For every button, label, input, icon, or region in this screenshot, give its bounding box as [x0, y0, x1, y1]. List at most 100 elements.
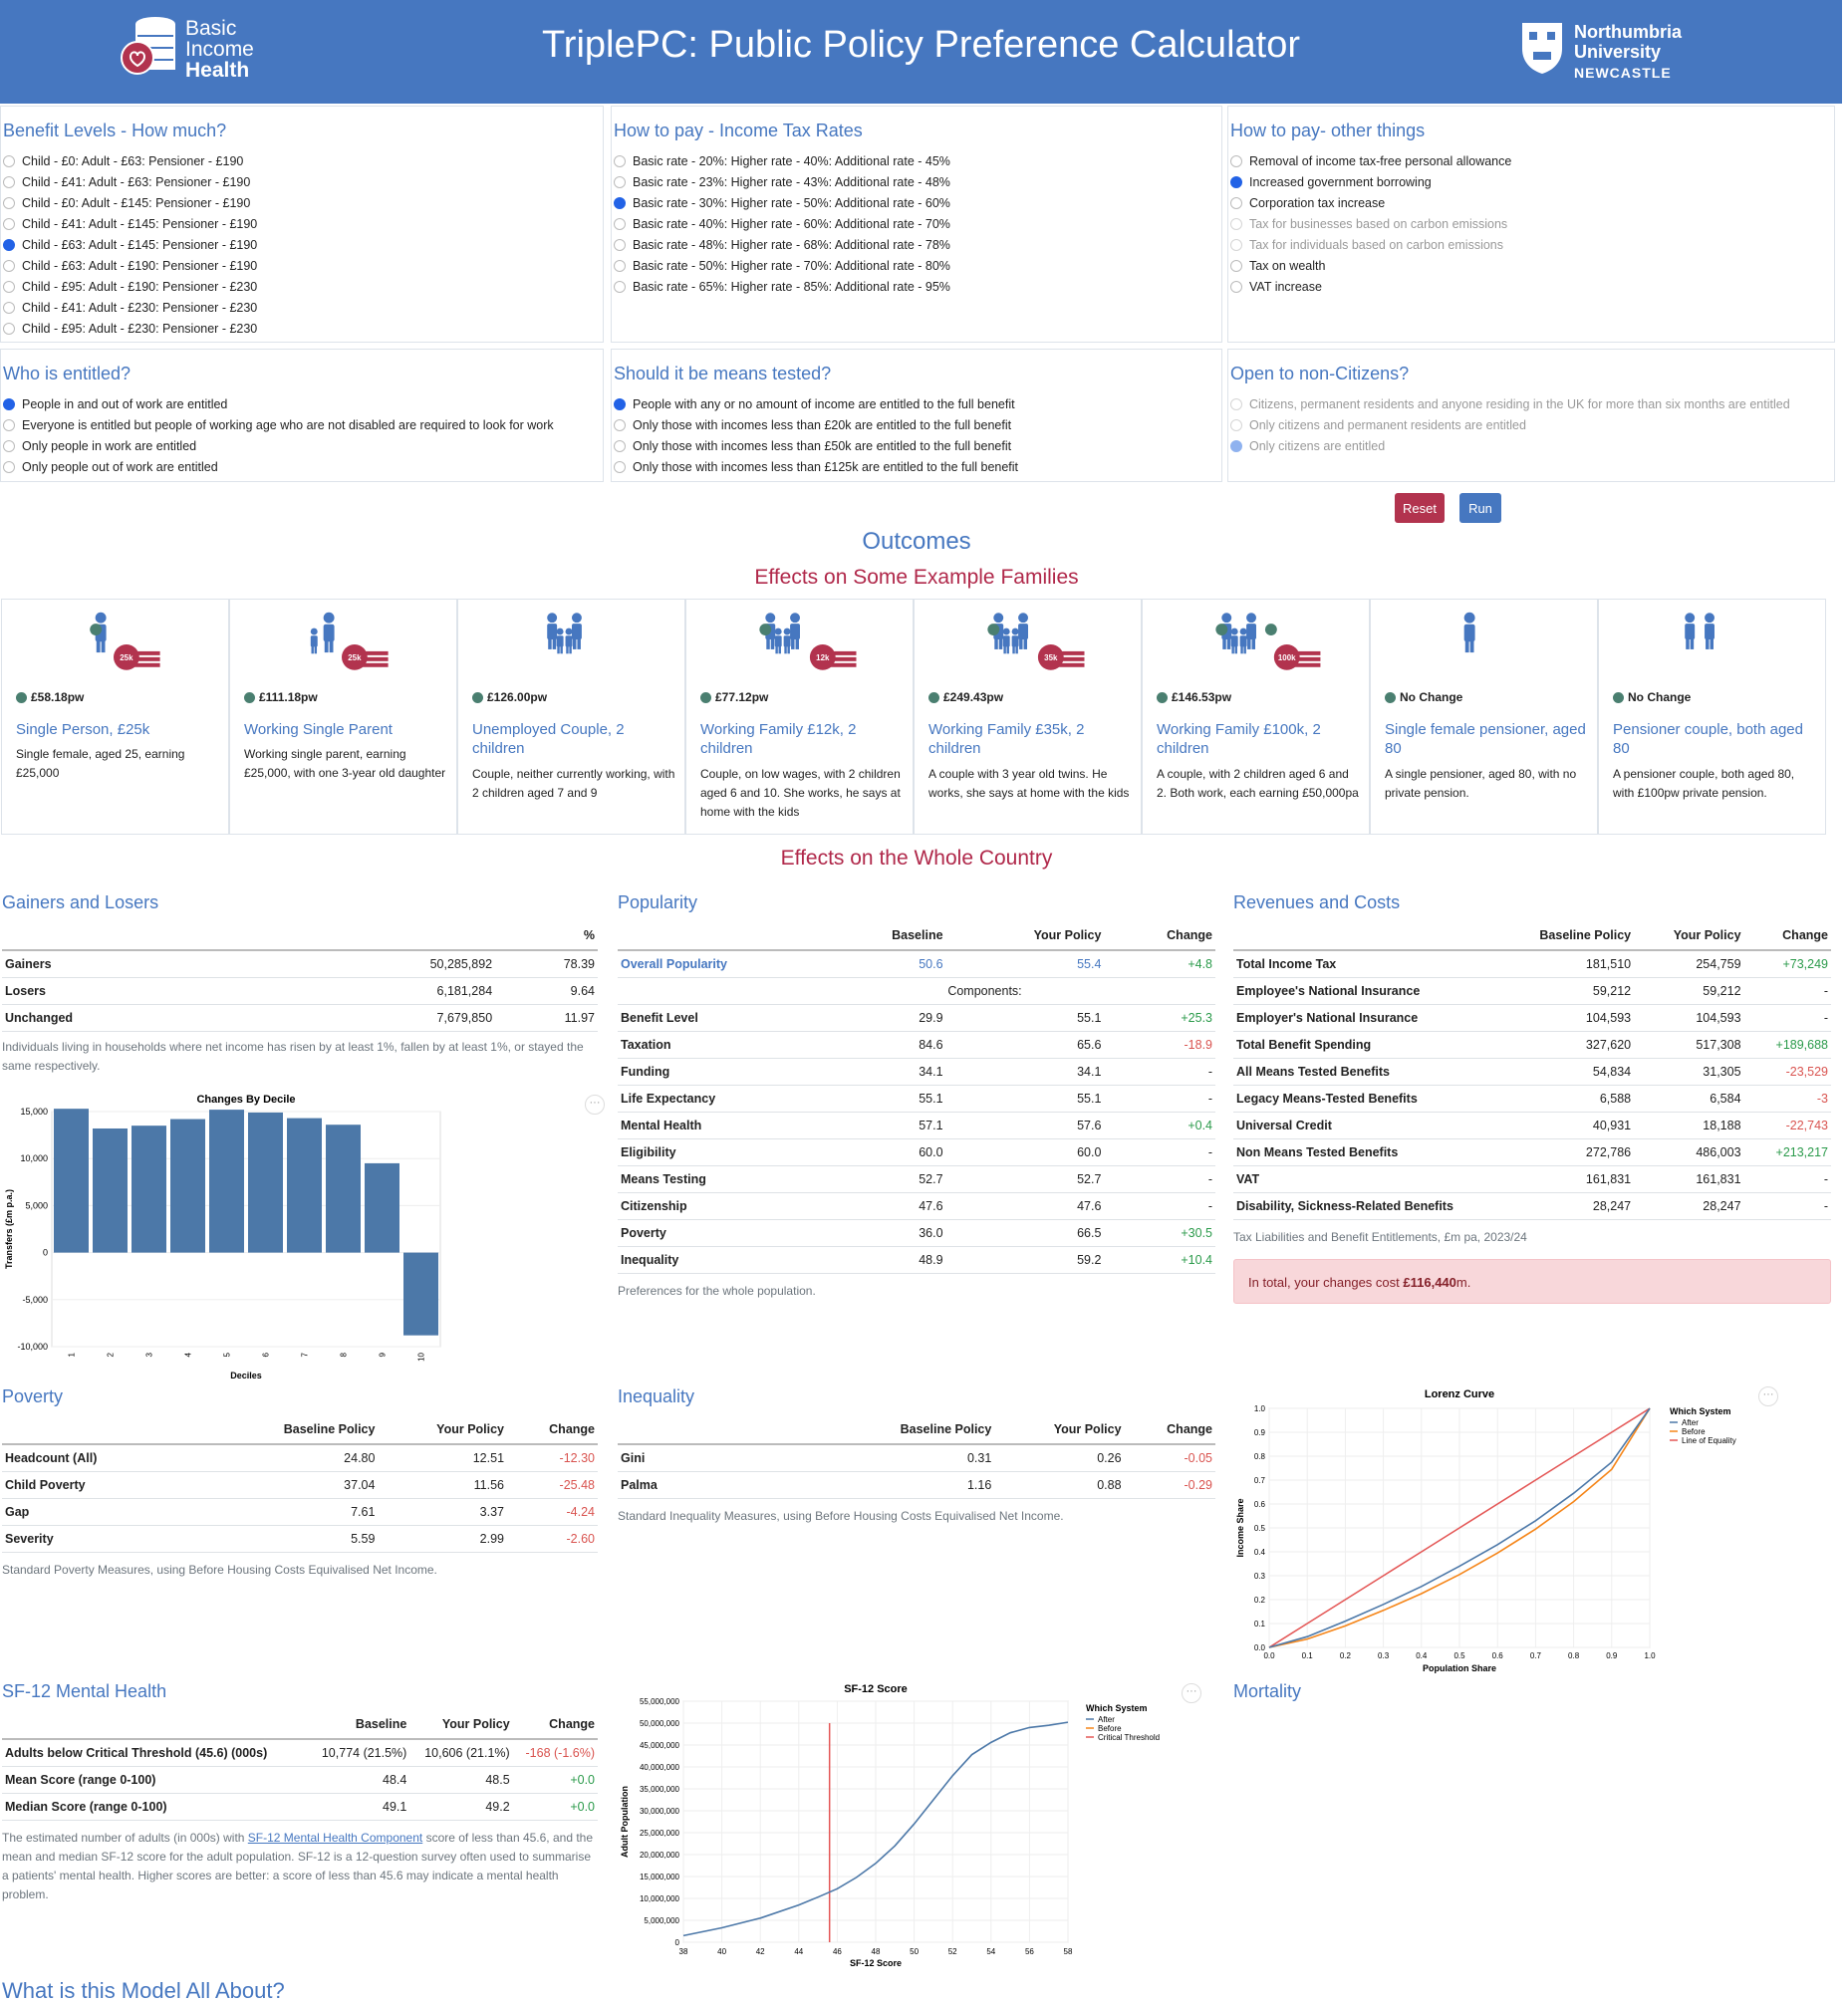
radio-option[interactable]: People with any or no amount of income a…	[614, 393, 1018, 414]
radio-option[interactable]: Basic rate - 23%: Higher rate - 43%: Add…	[614, 171, 950, 192]
y-tick-label: 40,000,000	[640, 1763, 680, 1772]
radio-option[interactable]: Child - £41: Adult - £145: Pensioner - £…	[3, 213, 257, 234]
radio-button[interactable]	[3, 439, 15, 452]
radio-button[interactable]	[3, 301, 15, 314]
radio-button[interactable]	[1230, 280, 1242, 293]
radio-group: People with any or no amount of income a…	[614, 393, 1018, 477]
row-label: Total Income Tax	[1233, 950, 1488, 978]
radio-button[interactable]	[3, 259, 15, 272]
radio-option[interactable]: Only people in work are entitled	[3, 435, 554, 456]
family-name[interactable]: Single Person, £25k	[16, 721, 150, 738]
chart-menu-button[interactable]: ···	[1182, 1683, 1201, 1703]
amount-text: £111.18pw	[259, 690, 318, 704]
baseline-value: 34.1	[823, 1058, 946, 1086]
x-axis-label: Population Share	[1423, 1663, 1496, 1673]
radio-option[interactable]: Increased government borrowing	[1230, 171, 1511, 192]
x-axis-label: SF-12 Score	[850, 1958, 902, 1966]
radio-button[interactable]	[1230, 259, 1242, 272]
radio-selected[interactable]	[1230, 175, 1242, 188]
radio-option[interactable]: Only those with incomes less than £125k …	[614, 456, 1018, 477]
radio-button[interactable]	[614, 280, 626, 293]
radio-option[interactable]: Child - £0: Adult - £63: Pensioner - £19…	[3, 150, 257, 171]
family-name[interactable]: Working Family £12k, 2 children	[700, 721, 857, 757]
radio-label: Child - £41: Adult - £145: Pensioner - £…	[22, 216, 258, 231]
radio-option[interactable]: Only those with incomes less than £50k a…	[614, 435, 1018, 456]
x-tick-label: 46	[833, 1947, 842, 1956]
count-value: 6,181,284	[307, 977, 496, 1005]
run-button[interactable]: Run	[1459, 493, 1501, 523]
radio-option[interactable]: Corporation tax increase	[1230, 192, 1511, 213]
radio-option[interactable]: Child - £63: Adult - £190: Pensioner - £…	[3, 255, 257, 276]
radio-button[interactable]	[3, 460, 15, 473]
radio-option[interactable]: Child - £63: Adult - £145: Pensioner - £…	[3, 234, 257, 255]
radio-button[interactable]	[3, 175, 15, 188]
radio-selected[interactable]	[614, 397, 626, 410]
radio-option[interactable]: Child - £41: Adult - £230: Pensioner - £…	[3, 297, 257, 318]
radio-option[interactable]: Child - £95: Adult - £190: Pensioner - £…	[3, 276, 257, 297]
radio-option[interactable]: Basic rate - 65%: Higher rate - 85%: Add…	[614, 276, 950, 297]
chart-menu-button[interactable]: ···	[1758, 1386, 1778, 1406]
radio-label: Basic rate - 23%: Higher rate - 43%: Add…	[633, 174, 950, 189]
family-name[interactable]: Working Family £100k, 2 children	[1157, 721, 1321, 757]
radio-button[interactable]	[3, 196, 15, 209]
reset-button[interactable]: Reset	[1395, 493, 1445, 523]
radio-button[interactable]	[614, 217, 626, 230]
radio-option[interactable]: Tax on wealth	[1230, 255, 1511, 276]
radio-button[interactable]	[3, 217, 15, 230]
radio-option[interactable]: VAT increase	[1230, 276, 1511, 297]
radio-button[interactable]	[614, 439, 626, 452]
radio-option[interactable]: Basic rate - 50%: Higher rate - 70%: Add…	[614, 255, 950, 276]
policy-value: 3.37	[378, 1498, 508, 1526]
radio-button[interactable]	[614, 418, 626, 431]
radio-button[interactable]	[1230, 154, 1242, 167]
radio-button[interactable]	[3, 418, 15, 431]
family-amount: £126.00pw	[472, 690, 547, 704]
family-name[interactable]: Working Single Parent	[244, 721, 393, 738]
whole-country-heading: Effects on the Whole Country	[780, 847, 1053, 870]
table-row: Taxation 84.6 65.6 -18.9	[618, 1031, 1215, 1059]
radio-option[interactable]: People in and out of work are entitled	[3, 393, 554, 414]
pct-value: 11.97	[495, 1004, 598, 1032]
radio-option[interactable]: Basic rate - 40%: Higher rate - 60%: Add…	[614, 213, 950, 234]
radio-option[interactable]: Only those with incomes less than £20k a…	[614, 414, 1018, 435]
radio-button[interactable]	[614, 460, 626, 473]
x-tick-label: 0.8	[1568, 1651, 1580, 1660]
radio-selected[interactable]	[3, 397, 15, 410]
radio-option[interactable]: Basic rate - 48%: Higher rate - 68%: Add…	[614, 234, 950, 255]
chart-menu-button[interactable]: ···	[585, 1095, 605, 1115]
radio-option[interactable]: Everyone is entitled but people of worki…	[3, 414, 554, 435]
radio-option[interactable]: Only people out of work are entitled	[3, 456, 554, 477]
radio-button[interactable]	[3, 154, 15, 167]
radio-button[interactable]	[614, 175, 626, 188]
family-name[interactable]: Single female pensioner, aged 80	[1385, 721, 1586, 757]
sf12-component-link[interactable]: SF-12 Mental Health Component	[247, 1831, 423, 1845]
radio-selected[interactable]	[3, 238, 15, 251]
baseline-value: 1.16	[823, 1471, 995, 1499]
family-icon: 100k	[1215, 613, 1321, 670]
x-tick-label: 8	[340, 1352, 349, 1357]
radio-button[interactable]	[614, 154, 626, 167]
radio-button[interactable]	[614, 259, 626, 272]
col-header: Your Policy	[994, 1415, 1125, 1445]
radio-option[interactable]: Basic rate - 30%: Higher rate - 50%: Add…	[614, 192, 950, 213]
family-name[interactable]: Working Family £35k, 2 children	[928, 721, 1085, 757]
uni-line1: Northumbria	[1574, 22, 1682, 42]
radio-option[interactable]: Child - £0: Adult - £145: Pensioner - £1…	[3, 192, 257, 213]
x-tick-label: 9	[379, 1352, 388, 1357]
policy-value: 104,593	[1634, 1004, 1744, 1032]
radio-option[interactable]: Child - £41: Adult - £63: Pensioner - £1…	[3, 171, 257, 192]
radio-button[interactable]	[1230, 196, 1242, 209]
radio-option[interactable]: Removal of income tax-free personal allo…	[1230, 150, 1511, 171]
family-name[interactable]: Unemployed Couple, 2 children	[472, 721, 625, 757]
radio-button[interactable]	[3, 280, 15, 293]
family-name[interactable]: Pensioner couple, both aged 80	[1613, 721, 1803, 757]
policy-value: 10,606 (21.1%)	[409, 1739, 513, 1767]
radio-button[interactable]	[3, 322, 15, 335]
radio-button[interactable]	[614, 238, 626, 251]
family-card: 35k £249.43pw Working Family £35k, 2 chi…	[914, 599, 1142, 835]
coin-icon	[928, 691, 939, 703]
section-title: Revenues and Costs	[1233, 892, 1401, 912]
radio-option[interactable]: Basic rate - 20%: Higher rate - 40%: Add…	[614, 150, 950, 171]
radio-option[interactable]: Child - £95: Adult - £230: Pensioner - £…	[3, 318, 257, 339]
radio-selected[interactable]	[614, 196, 626, 209]
